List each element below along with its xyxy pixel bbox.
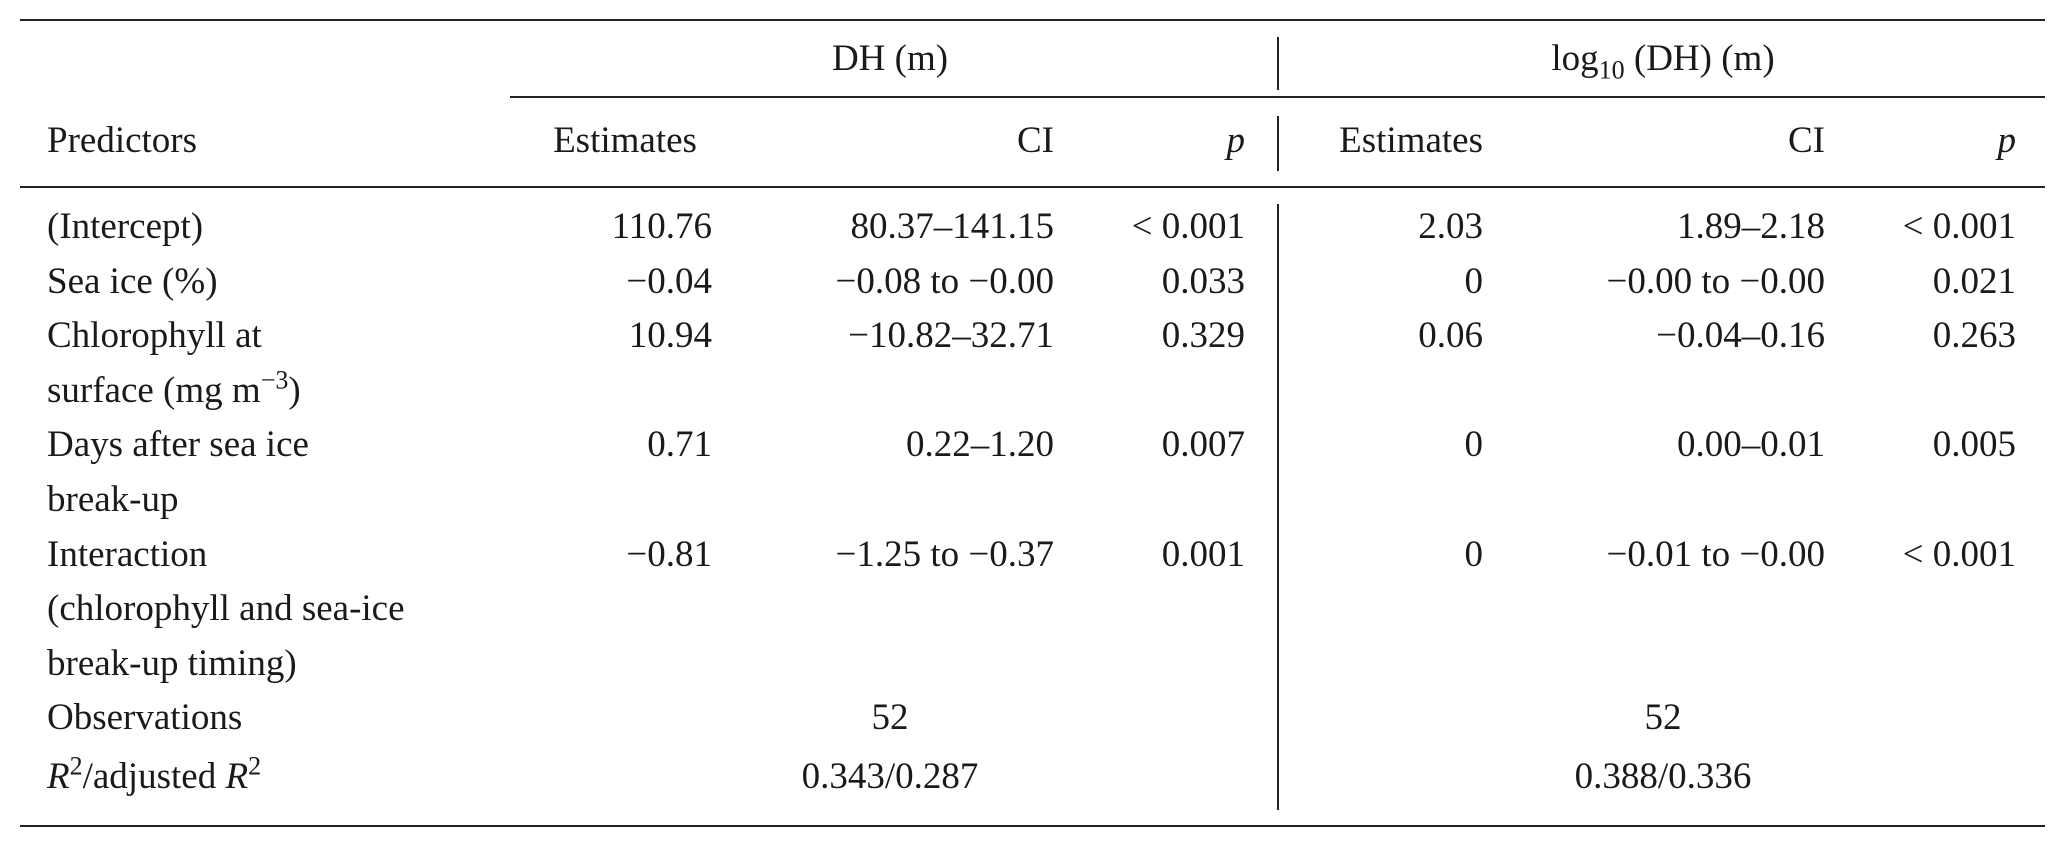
column-header: p <box>1998 119 2017 163</box>
text: (DH) (m) <box>1624 38 1775 79</box>
divider <box>1277 204 1279 810</box>
predictor: Chlorophyll at <box>47 314 262 358</box>
value-cell: −10.82–32.71 <box>848 315 1054 357</box>
text: (chlorophyll and sea-ice <box>47 588 405 630</box>
value-cell: 2.03 <box>1418 206 1483 247</box>
value-cell: 0.263 <box>1932 315 2016 357</box>
text: ) <box>288 369 301 411</box>
value-cell: 0.033 <box>1161 260 1245 302</box>
value-cell: 10.94 <box>628 315 712 357</box>
column-header: p <box>1227 119 1246 163</box>
text: /adjusted <box>82 756 226 797</box>
value-cell: 0 <box>1464 260 1484 302</box>
value-cell: −0.01 to −0.00 <box>1606 533 1825 575</box>
footer-label: R2/adjusted R2 <box>47 751 262 799</box>
value-cell: 0.021 <box>1932 260 2016 302</box>
text: Predictors <box>47 120 198 161</box>
text: Sea ice (%) <box>47 260 218 302</box>
bottom-rule <box>20 825 2045 827</box>
value-cell: < 0.001 <box>1902 533 2016 575</box>
column-header: Estimates <box>1339 119 1483 163</box>
footer-value: 0.388/0.336 <box>1574 756 1752 797</box>
text: surface (mg m <box>47 369 261 411</box>
value-cell: −0.08 to −0.00 <box>835 260 1054 302</box>
italic: R <box>225 756 249 797</box>
value-cell: −0.04–0.16 <box>1656 315 1825 357</box>
value-cell: −0.04 <box>626 260 712 302</box>
value-cell: 0.007 <box>1161 424 1245 466</box>
value-cell: 0.00–0.01 <box>1677 424 1825 466</box>
value-cell: −0.81 <box>626 533 712 575</box>
value-cell: 80.37–141.15 <box>850 206 1055 247</box>
italic: p <box>1226 120 1246 161</box>
predictor: (chlorophyll and sea-ice <box>47 587 405 631</box>
text: (Intercept) <box>47 206 204 247</box>
predictor: Days after sea ice <box>47 423 309 467</box>
column-header: CI <box>1788 119 1825 163</box>
value-cell: 0 <box>1464 533 1484 575</box>
value-cell: 0 <box>1464 424 1484 466</box>
text: DH (m) <box>831 38 949 79</box>
text: CI <box>1017 120 1054 161</box>
text: Estimates <box>553 120 697 161</box>
text: Interaction <box>47 533 208 575</box>
text: log <box>1551 38 1599 79</box>
text: break-up <box>47 479 179 520</box>
divider <box>1277 37 1279 90</box>
predictor: surface (mg m−3) <box>47 367 301 413</box>
sup: −3 <box>260 365 289 395</box>
footer-value: 52 <box>871 697 909 739</box>
value-cell: 0.71 <box>647 424 712 466</box>
group-rule <box>510 96 2045 98</box>
text: break-up timing) <box>47 642 297 684</box>
value-cell: 0.06 <box>1418 315 1483 357</box>
value-cell: < 0.001 <box>1131 206 1245 247</box>
predictor: break-up timing) <box>47 642 297 686</box>
footer-value: 52 <box>1644 697 1682 739</box>
value-cell: 110.76 <box>611 206 712 247</box>
value-cell: −0.00 to −0.00 <box>1606 260 1825 302</box>
value-cell: −1.25 to −0.37 <box>835 533 1054 575</box>
text: CI <box>1788 120 1825 161</box>
italic: R <box>47 756 70 797</box>
divider <box>1277 116 1279 171</box>
value-cell: 0.001 <box>1161 533 1245 575</box>
predictor: Sea ice (%) <box>47 260 218 304</box>
italic: p <box>1997 120 2017 161</box>
sup: 2 <box>69 751 83 781</box>
group-header: log10 (DH) (m) <box>1551 37 1775 85</box>
text: Days after sea ice <box>47 424 309 466</box>
header-rule <box>20 186 2045 188</box>
value-cell: 1.89–2.18 <box>1677 206 1825 247</box>
text: Chlorophyll at <box>47 315 262 357</box>
top-rule <box>20 19 2045 21</box>
value-cell: 0.329 <box>1161 315 1245 357</box>
column-header: Estimates <box>553 119 697 163</box>
value-cell: 0.22–1.20 <box>906 424 1054 466</box>
footer-value: 0.343/0.287 <box>801 756 979 797</box>
predictor: Interaction <box>47 533 207 577</box>
predictor: break-up <box>47 478 179 522</box>
column-header: Predictors <box>47 119 197 163</box>
column-header: CI <box>1017 119 1054 163</box>
sup: 2 <box>248 751 262 781</box>
value-cell: < 0.001 <box>1902 206 2016 247</box>
footer-label: Observations <box>47 696 242 740</box>
text: Observations <box>47 697 243 739</box>
text: Estimates <box>1339 120 1483 161</box>
value-cell: 0.005 <box>1932 424 2016 466</box>
predictor: (Intercept) <box>47 205 203 249</box>
group-header: DH (m) <box>832 37 948 81</box>
sub: 10 <box>1598 55 1625 85</box>
